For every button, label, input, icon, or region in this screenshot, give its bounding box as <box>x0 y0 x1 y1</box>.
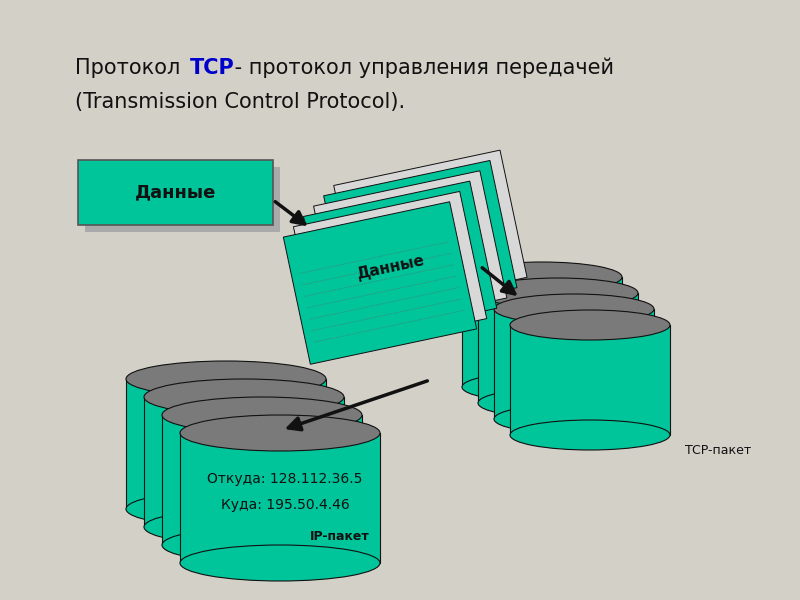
Ellipse shape <box>478 388 638 418</box>
Polygon shape <box>303 181 497 344</box>
Polygon shape <box>324 160 517 323</box>
Ellipse shape <box>478 278 638 308</box>
Ellipse shape <box>144 379 344 415</box>
Ellipse shape <box>494 294 654 324</box>
Text: (Transmission Control Protocol).: (Transmission Control Protocol). <box>75 92 405 112</box>
Ellipse shape <box>180 545 380 581</box>
Ellipse shape <box>126 491 326 527</box>
Ellipse shape <box>494 404 654 434</box>
Text: TCP-пакет: TCP-пакет <box>685 443 751 457</box>
Text: - протокол управления передачей: - протокол управления передачей <box>228 58 614 79</box>
Ellipse shape <box>180 415 380 451</box>
Polygon shape <box>162 415 362 545</box>
Text: Данные: Данные <box>135 184 216 202</box>
Polygon shape <box>85 167 280 232</box>
Polygon shape <box>180 433 380 563</box>
Ellipse shape <box>510 310 670 340</box>
Text: Куда: 195.50.4.46: Куда: 195.50.4.46 <box>221 497 350 511</box>
Text: TCP: TCP <box>190 58 234 78</box>
Text: Данные: Данные <box>354 253 426 282</box>
Polygon shape <box>334 150 527 313</box>
Ellipse shape <box>126 361 326 397</box>
Ellipse shape <box>144 509 344 545</box>
Ellipse shape <box>462 372 622 402</box>
Ellipse shape <box>162 397 362 433</box>
Polygon shape <box>283 202 477 364</box>
Text: Откуда: 128.112.36.5: Откуда: 128.112.36.5 <box>207 472 362 485</box>
Polygon shape <box>462 277 622 387</box>
Polygon shape <box>144 397 344 527</box>
Polygon shape <box>126 379 326 509</box>
Text: Протокол: Протокол <box>75 58 187 78</box>
Polygon shape <box>510 325 670 435</box>
Ellipse shape <box>510 420 670 450</box>
Ellipse shape <box>162 527 362 563</box>
Polygon shape <box>78 160 273 225</box>
Text: IP-пакет: IP-пакет <box>310 530 370 544</box>
Ellipse shape <box>462 262 622 292</box>
Polygon shape <box>314 171 507 333</box>
Polygon shape <box>494 309 654 419</box>
Polygon shape <box>294 191 486 354</box>
Polygon shape <box>478 293 638 403</box>
